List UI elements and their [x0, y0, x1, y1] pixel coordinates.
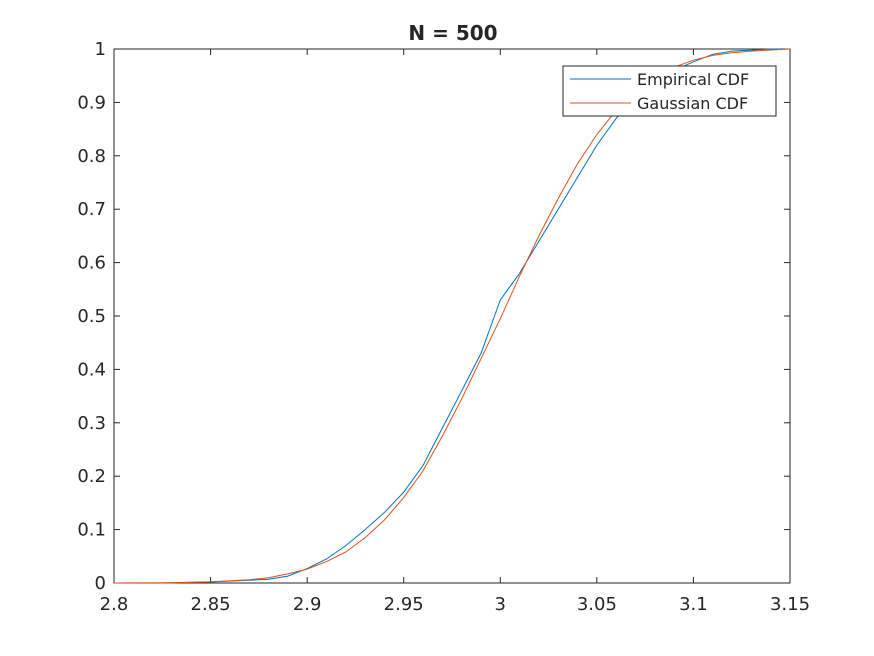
x-tick-label: 2.95: [384, 594, 424, 615]
x-tick-label: 3.05: [577, 594, 617, 615]
series-line-1: [113, 48, 791, 584]
y-tick-label: 0.7: [77, 199, 106, 220]
y-tick-label: 0.2: [77, 466, 106, 487]
series-line-0: [158, 48, 781, 584]
y-tick-label: 0.3: [77, 413, 106, 434]
legend-label: Empirical CDF: [637, 70, 749, 89]
x-tick-label: 3.1: [679, 594, 708, 615]
y-tick-label: 0.9: [77, 92, 106, 113]
y-tick-label: 0.1: [77, 520, 106, 541]
legend-box: [562, 65, 777, 117]
x-tick-label: 3: [495, 594, 506, 615]
x-tick-label: 2.8: [100, 594, 129, 615]
y-tick-label: 0.5: [77, 306, 106, 327]
x-tick-label: 2.85: [191, 594, 231, 615]
y-tick-label: 0.4: [77, 359, 106, 380]
x-tick-label: 2.9: [293, 594, 322, 615]
plot-area-box: [113, 48, 791, 584]
y-tick-label: 0.8: [77, 146, 106, 167]
y-tick-label: 0: [95, 573, 106, 594]
legend-label: Gaussian CDF: [637, 94, 748, 113]
y-tick-label: 0.6: [77, 253, 106, 274]
chart-title: N = 500: [408, 21, 497, 45]
legend: Empirical CDF Gaussian CDF: [562, 65, 777, 117]
y-tick-label: 1: [95, 39, 106, 60]
x-tick-label: 3.15: [770, 594, 810, 615]
